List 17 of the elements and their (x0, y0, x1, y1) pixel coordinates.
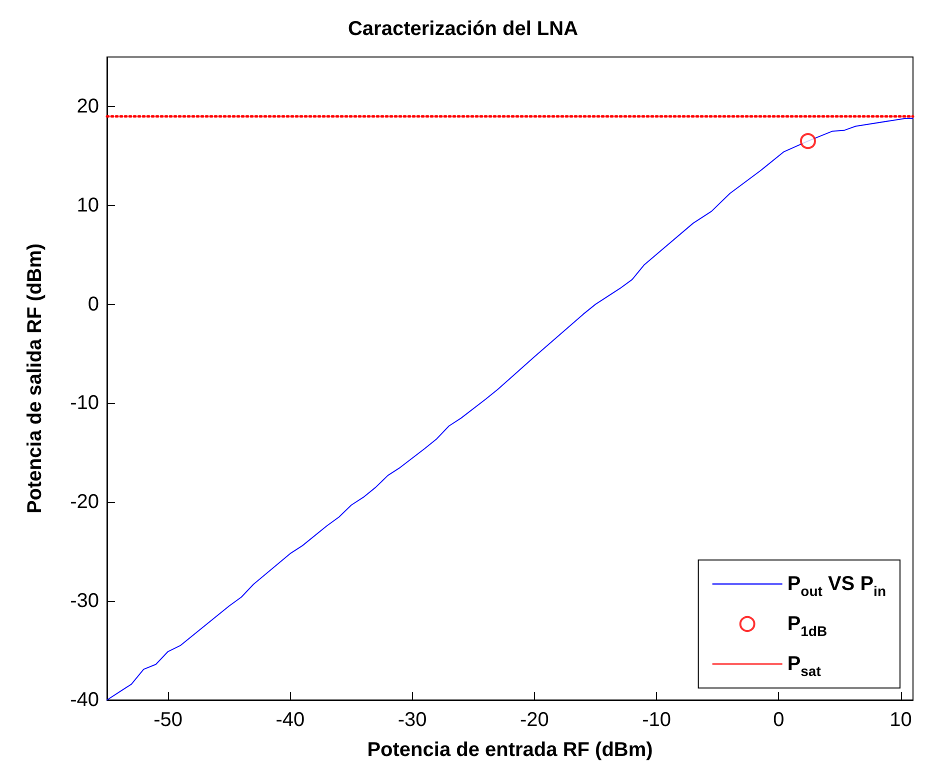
y-tick-label: -20 (70, 491, 99, 514)
x-tick-label: -50 (154, 709, 183, 731)
x-tick-label: -20 (520, 709, 549, 731)
x-tick-label: -10 (642, 709, 671, 731)
y-tick-label: -10 (70, 392, 99, 414)
y-tick-label: 10 (76, 194, 99, 216)
x-tick-label: 10 (890, 709, 912, 731)
y-axis-title: Potencia de salida RF (dBm) (24, 243, 46, 514)
y-tick-label: 20 (76, 95, 99, 118)
x-tick-label: -30 (398, 709, 427, 731)
x-axis-title: Potencia de entrada RF (dBm) (367, 739, 653, 761)
y-tick-label: -40 (70, 689, 99, 711)
x-tick-label: -40 (276, 709, 305, 731)
y-tick-label: -30 (70, 590, 99, 612)
chart-title: Caracterización del LNA (348, 18, 578, 40)
x-tick-label: 0 (773, 709, 784, 731)
y-tick-label: 0 (88, 293, 99, 316)
